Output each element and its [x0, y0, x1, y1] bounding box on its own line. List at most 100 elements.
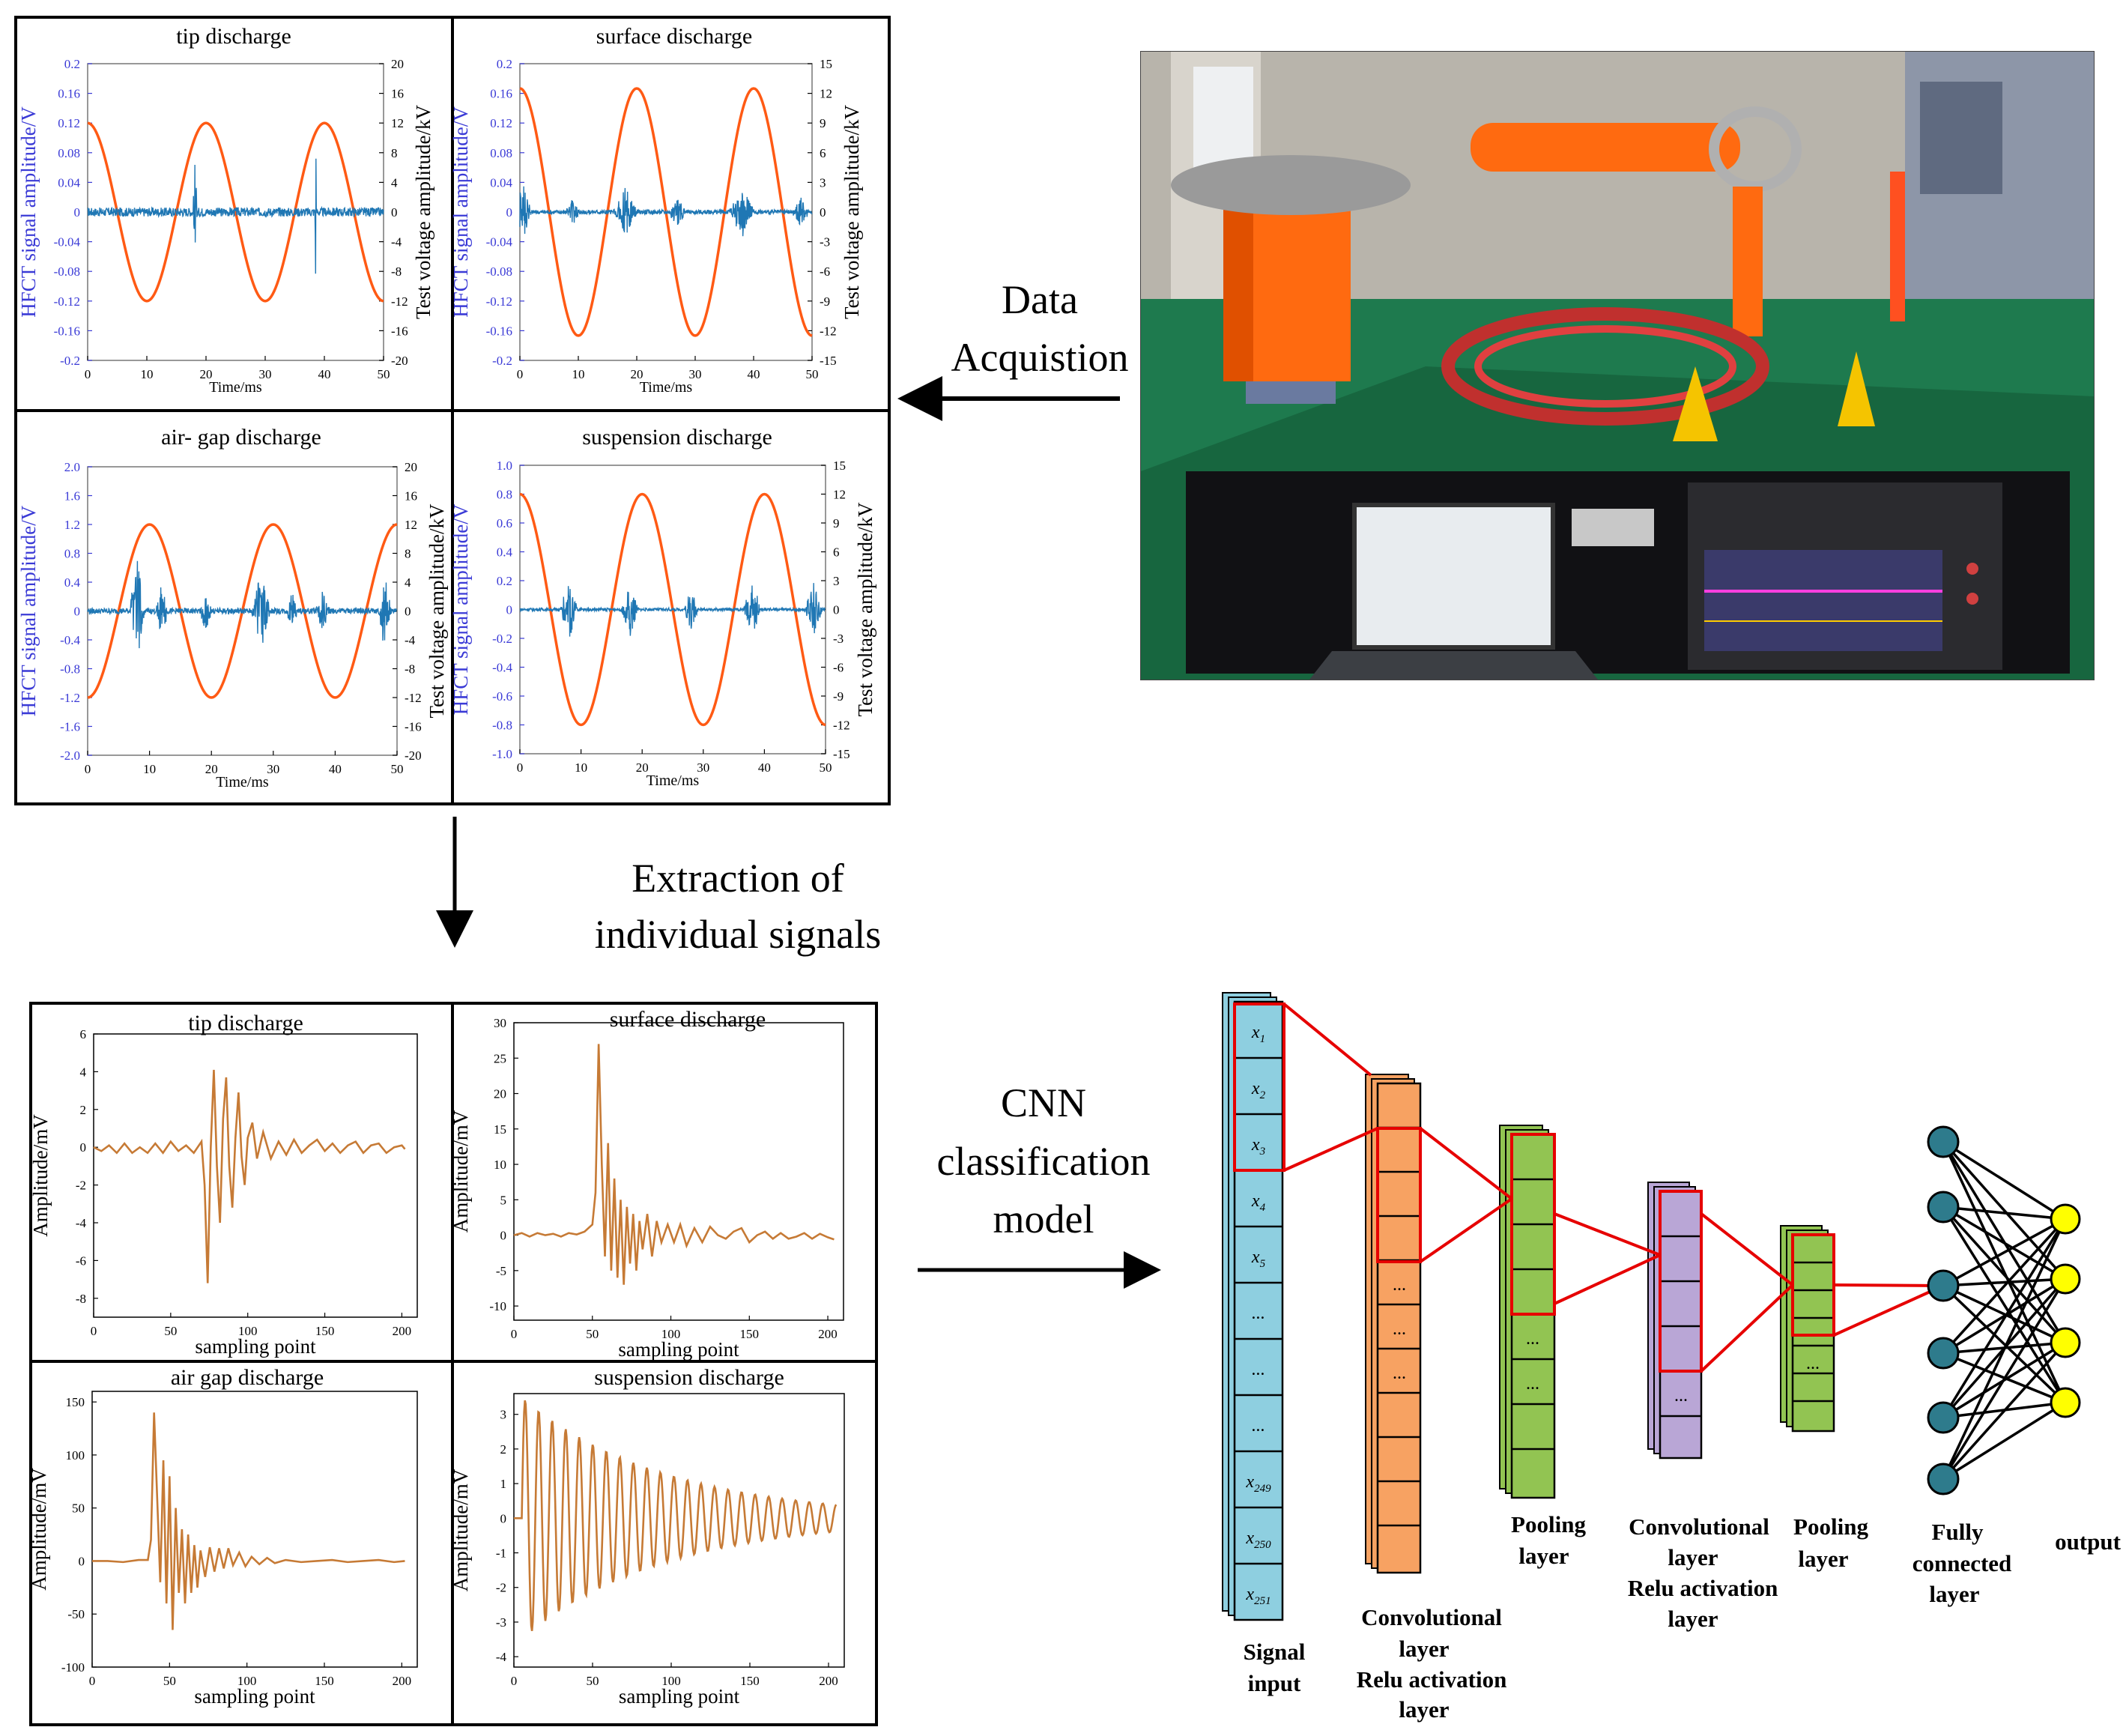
y-tick-label: -0.08 — [486, 264, 512, 279]
y-axis-label: Amplitude/mV — [449, 1110, 472, 1233]
transformer-toroid — [1171, 155, 1411, 215]
x-tick-label: 50 — [164, 1324, 177, 1338]
output-node — [2050, 1327, 2081, 1358]
y2-tick-label: 12 — [820, 87, 832, 101]
x-axis-label: Time/ms — [646, 772, 700, 789]
y-tick-label: 0.04 — [490, 175, 512, 190]
y-tick-label: 2 — [80, 1103, 87, 1117]
extraction-label-1: Extraction of — [632, 856, 844, 901]
y-tick-label: 0.04 — [58, 175, 80, 190]
y-tick-label: 0.12 — [490, 116, 512, 130]
x-tick-label: 100 — [661, 1327, 681, 1341]
acquisition-box — [1572, 509, 1654, 546]
connection-line — [1700, 1283, 1794, 1373]
yellow-stand — [1673, 366, 1718, 441]
conv2-label: layer — [1668, 1606, 1718, 1632]
y-tick-label: 10 — [494, 1158, 506, 1172]
y-tick-label: 0.16 — [58, 87, 80, 101]
y-axis-label: Amplitude/mV — [28, 1468, 50, 1591]
y-tick-label: 0 — [80, 1140, 87, 1155]
y-tick-label: 0 — [500, 1511, 507, 1525]
y-tick-label: -0.2 — [492, 632, 512, 646]
chart-title: tip discharge — [176, 24, 291, 49]
pulse-suspension-chart: suspension discharge 0 50 100 150 200 sampling… — [449, 1365, 845, 1708]
y-tick-label: 0.4 — [497, 545, 513, 560]
connection-line — [1833, 1284, 1944, 1337]
dense-connection — [1942, 1206, 2067, 1344]
conv2-receptive-field — [1659, 1190, 1703, 1373]
scope-knob — [1966, 563, 1978, 575]
x-tick-label: 50 — [587, 1674, 599, 1688]
y-axis-label: HFCT signal amplitude/V — [449, 106, 472, 318]
chart-title: surface discharge — [596, 24, 753, 49]
y-tick-label: 0.2 — [497, 57, 512, 71]
output-node — [2050, 1387, 2081, 1418]
y-tick-label: -2 — [496, 1581, 506, 1595]
y2-tick-label: 12 — [405, 518, 417, 532]
x-tick-label: 200 — [819, 1674, 838, 1688]
x-tick-label: 150 — [315, 1674, 334, 1688]
y-tick-label: -4 — [76, 1216, 87, 1230]
y2-tick-label: -20 — [405, 748, 422, 763]
input-cell-label: ... — [1252, 1304, 1265, 1323]
x-tick-label: 150 — [740, 1327, 760, 1341]
dense-connection — [1942, 1218, 2066, 1287]
y-tick-label: 0 — [74, 205, 81, 220]
y-tick-label: 0 — [74, 605, 81, 619]
x-tick-label: 0 — [91, 1324, 97, 1338]
dense-connection — [1942, 1140, 2066, 1221]
connection-line — [1419, 1127, 1513, 1200]
conv2-label: layer — [1668, 1544, 1718, 1570]
y-tick-label: -6 — [76, 1253, 86, 1268]
transformer-base — [1246, 381, 1336, 404]
oscilloscope-screen — [1704, 550, 1942, 651]
signal-input-label: input — [1248, 1670, 1301, 1696]
dense-connection — [1942, 1341, 2067, 1481]
extraction-step: Extraction of individual signals — [436, 817, 881, 957]
y2-axis-label: Test voltage amplitude/kV — [854, 502, 876, 717]
y-tick-label: 0 — [506, 205, 513, 220]
acquisition-label-1: Data — [1002, 277, 1078, 322]
y2-tick-label: 16 — [391, 87, 404, 101]
y-tick-label: 1 — [500, 1477, 507, 1491]
connection-line — [1419, 1197, 1513, 1263]
x-tick-label: 40 — [758, 760, 771, 775]
y2-axis-label: Test voltage amplitude/kV — [425, 503, 448, 719]
y2-tick-label: 15 — [833, 459, 846, 473]
input-receptive-field — [1233, 1002, 1285, 1172]
y2-tick-label: 9 — [833, 516, 840, 530]
y2-tick-label: 12 — [833, 488, 846, 502]
y-tick-label: 1.2 — [64, 518, 80, 532]
x-axis-label: Time/ms — [209, 379, 262, 396]
chart-title: suspension discharge — [594, 1365, 784, 1390]
y-axis-label: Amplitude/mV — [29, 1114, 52, 1237]
y2-tick-label: -4 — [391, 235, 402, 249]
conv1-ellipsis: ... — [1393, 1319, 1406, 1339]
y2-tick-label: -8 — [391, 264, 402, 279]
x-tick-label: 0 — [517, 760, 524, 775]
y2-tick-label: 3 — [820, 175, 826, 190]
y-tick-label: -1.2 — [60, 691, 80, 705]
y-tick-label: 0.6 — [497, 516, 512, 530]
plot-area — [91, 1391, 418, 1668]
dense-connection — [1942, 1206, 2067, 1403]
y-axis-label: HFCT signal amplitude/V — [17, 505, 40, 716]
x-tick-label: 10 — [575, 760, 587, 775]
pool2-ellipsis: ... — [1806, 1354, 1820, 1373]
dense-connection — [1942, 1218, 2067, 1418]
y2-tick-label: -9 — [820, 294, 830, 309]
y-tick-label: 0.8 — [497, 488, 512, 502]
x-axis-label: Time/ms — [640, 379, 693, 396]
input-cell-label: x1 — [1251, 1023, 1265, 1045]
connection-line — [1554, 1253, 1661, 1305]
transformer-shade — [1223, 194, 1253, 381]
dense-connection — [1942, 1277, 2066, 1287]
y2-tick-label: -3 — [820, 235, 830, 249]
pulse-airgap-chart: air gap discharge 0 50 100 150 200 sampling po… — [28, 1365, 418, 1708]
y-tick-label: -2.0 — [60, 748, 80, 763]
y-tick-label: 0.2 — [64, 57, 80, 71]
y-tick-label: 2 — [500, 1442, 507, 1457]
y2-tick-label: -12 — [405, 691, 422, 705]
